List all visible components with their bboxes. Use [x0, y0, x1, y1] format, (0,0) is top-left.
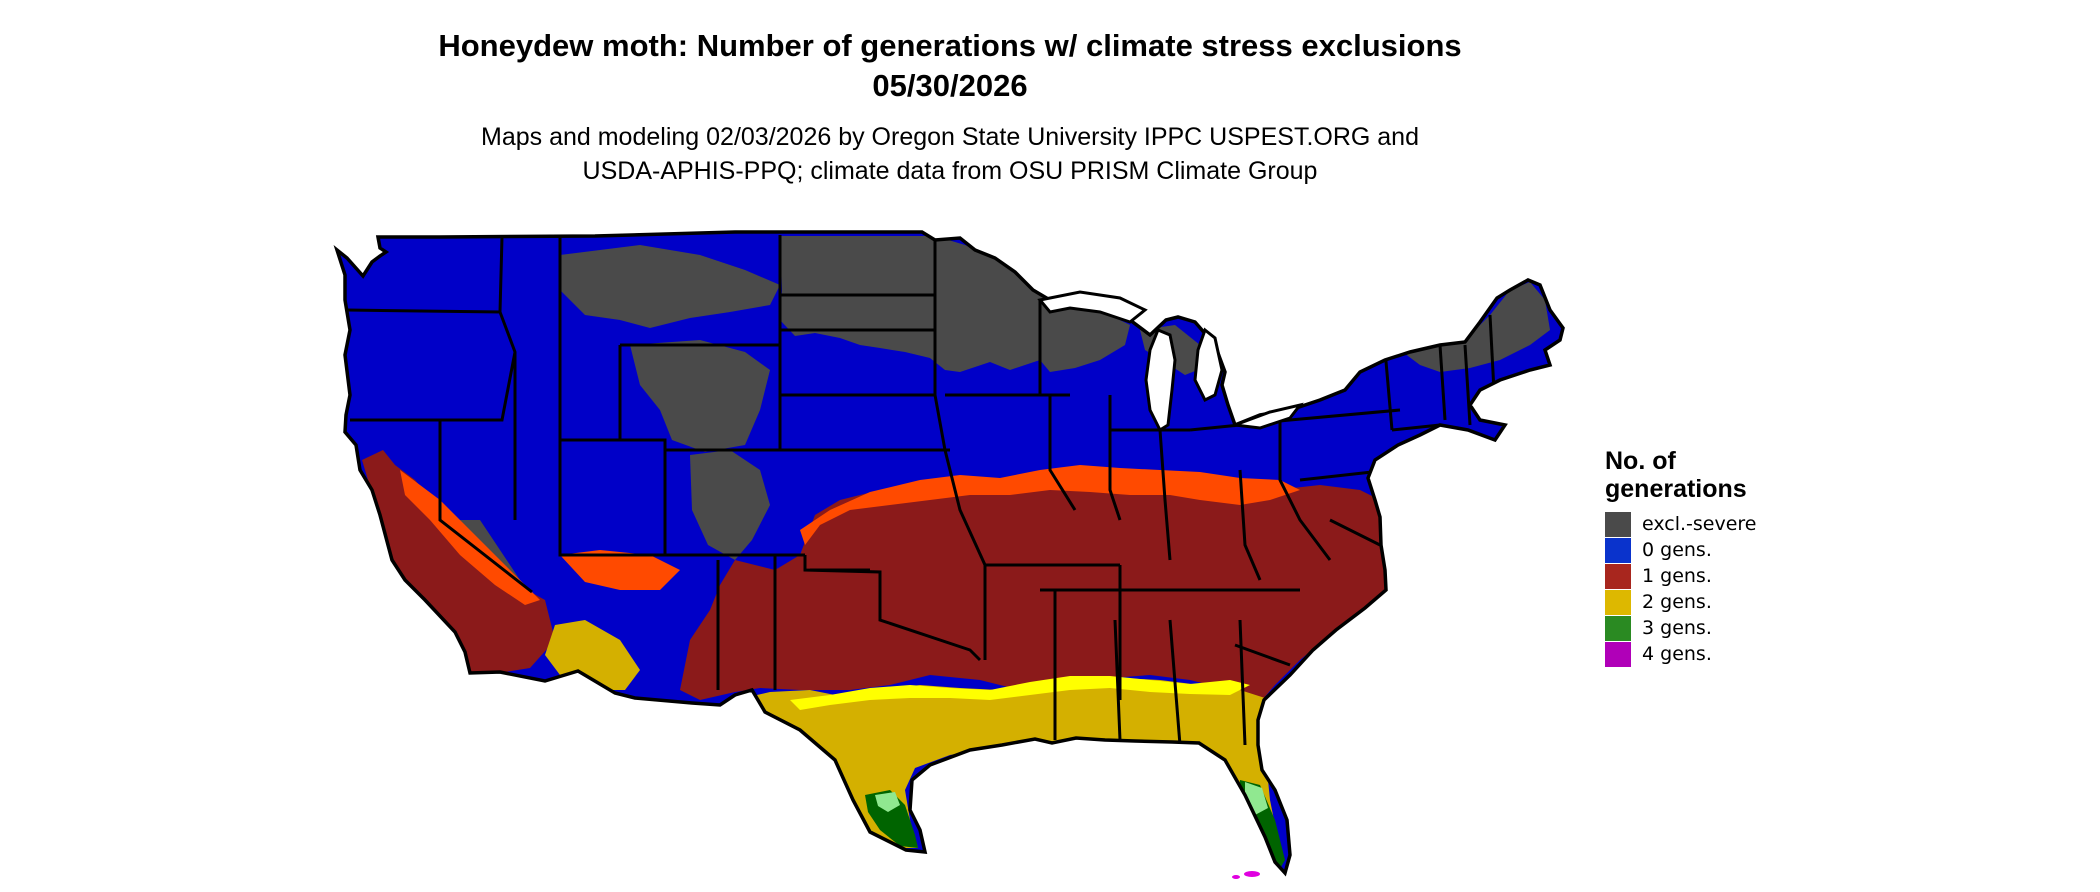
- lake-superior: [1037, 290, 1148, 324]
- zone-orange-band: [800, 465, 1300, 545]
- legend-title: No. of generations: [1605, 447, 1825, 503]
- zone-one-gen-california: [362, 450, 555, 673]
- legend-swatch: [1605, 589, 1631, 615]
- zone-orange-arizona: [560, 550, 680, 590]
- legend-label: 0 gens.: [1642, 539, 1712, 561]
- legend-title-line-2: generations: [1605, 475, 1747, 503]
- legend-label: 4 gens.: [1642, 643, 1712, 665]
- map-credit-line-1: Maps and modeling 02/03/2026 by Oregon S…: [481, 123, 1419, 151]
- legend-label: 3 gens.: [1642, 617, 1712, 639]
- legend-items: excl.-severe 0 gens. 1 gens. 2 gens. 3 g…: [1605, 511, 1825, 667]
- legend-label: 1 gens.: [1642, 565, 1712, 587]
- lake-erie: [1234, 402, 1304, 430]
- zone-excl-severe-northeast: [1400, 282, 1550, 372]
- legend-label: excl.-severe: [1642, 513, 1757, 535]
- legend-item-excl-severe: excl.-severe: [1605, 511, 1825, 537]
- legend-label: 2 gens.: [1642, 591, 1712, 613]
- zone-two-gens-bright-band: [790, 676, 1250, 710]
- legend-swatch: [1605, 511, 1631, 537]
- zone-excl-severe-dakotas-minnesota: [780, 236, 1130, 372]
- legend-swatch: [1605, 537, 1631, 563]
- zone-three-gens-texas-light: [875, 792, 900, 812]
- lake-huron: [1193, 327, 1224, 403]
- legend-item-2-gens: 2 gens.: [1605, 589, 1825, 615]
- zone-one-gen-south: [680, 478, 1390, 700]
- legend: No. of generations excl.-severe 0 gens. …: [1605, 447, 1825, 667]
- map-credit-line-2: USDA-APHIS-PPQ; climate data from OSU PR…: [582, 157, 1318, 185]
- legend-item-3-gens: 3 gens.: [1605, 615, 1825, 641]
- map-date: 05/30/2026: [872, 68, 1028, 103]
- zone-excl-severe-colorado: [690, 450, 770, 560]
- legend-swatch: [1605, 615, 1631, 641]
- us-generations-map: [335, 230, 1565, 879]
- zone-four-gens-keys: [1244, 871, 1260, 877]
- zone-four-gens-keys-2: [1232, 875, 1240, 879]
- lake-michigan: [1144, 328, 1177, 433]
- legend-swatch: [1605, 641, 1631, 667]
- zone-excl-severe-wyoming: [630, 340, 770, 452]
- legend-swatch: [1605, 563, 1631, 589]
- legend-title-line-1: No. of: [1605, 447, 1676, 475]
- legend-item-0-gens: 0 gens.: [1605, 537, 1825, 563]
- state-borders: [346, 235, 1497, 746]
- map-title: Honeydew moth: Number of generations w/ …: [438, 28, 1462, 63]
- legend-item-1-gens: 1 gens.: [1605, 563, 1825, 589]
- zone-excl-severe-montana: [560, 245, 780, 328]
- legend-item-4-gens: 4 gens.: [1605, 641, 1825, 667]
